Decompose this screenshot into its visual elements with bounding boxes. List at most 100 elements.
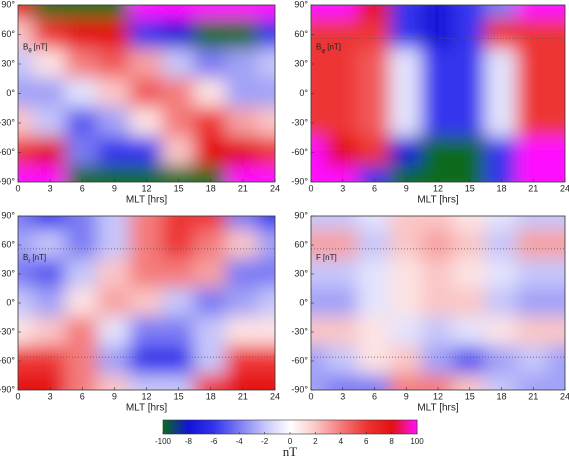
heat-cell: [516, 216, 551, 232]
heat-cell: [225, 229, 260, 261]
heat-cell: [311, 287, 328, 319]
heat-cell: [33, 345, 68, 377]
x-axis-label: MLT [hrs]: [417, 195, 459, 206]
heat-cell: [33, 5, 68, 21]
heat-cell: [257, 258, 275, 290]
heat-cell: [18, 136, 36, 169]
heat-cell: [357, 18, 392, 51]
heat-cell: [516, 316, 551, 348]
heat-cell: [389, 229, 424, 261]
heat-cell: [97, 107, 132, 139]
heat-cell: [484, 136, 519, 169]
y-tick-label: -90°: [0, 176, 15, 186]
x-tick-label: 6: [372, 183, 377, 193]
y-tick-label: -30°: [0, 117, 15, 127]
heatmap-cells: [18, 216, 275, 390]
heat-cell: [357, 107, 392, 139]
heat-cell: [452, 107, 487, 139]
heat-cell: [161, 316, 196, 348]
heat-cell: [548, 77, 565, 110]
heat-cell: [548, 5, 565, 21]
heat-cell: [357, 287, 392, 319]
colorbar-segment: [213, 420, 240, 434]
y-tick-label: -90°: [0, 384, 15, 394]
colorbar-tick-label: -4: [236, 437, 244, 446]
heat-cell: [257, 316, 275, 348]
title-symbol: B: [316, 43, 321, 52]
heat-cell: [193, 229, 228, 261]
heat-cell: [18, 166, 36, 182]
heat-cell: [161, 216, 196, 232]
heat-cell: [65, 258, 100, 290]
x-tick-label: 0: [15, 391, 20, 401]
heat-cell: [129, 229, 164, 261]
heat-cell: [484, 5, 519, 21]
heat-cell: [484, 287, 519, 319]
heat-cell: [357, 48, 392, 80]
heat-cell: [193, 345, 228, 377]
heat-cell: [97, 166, 132, 182]
x-axis-label: MLT [hrs]: [417, 403, 459, 414]
heat-cell: [97, 374, 132, 390]
heat-cell: [516, 166, 551, 182]
title-subscript: r: [28, 259, 30, 265]
heat-cell: [225, 316, 260, 348]
title-symbol: B: [23, 253, 28, 262]
heatmap-cells: [18, 5, 275, 182]
heat-cell: [97, 77, 132, 110]
heat-cell: [311, 48, 328, 80]
heat-cell: [516, 136, 551, 169]
heat-cell: [33, 18, 68, 51]
heat-cell: [484, 345, 519, 377]
heat-cell: [484, 316, 519, 348]
heat-cell: [97, 345, 132, 377]
colorbar-tick-label: 100: [410, 437, 424, 446]
heat-cell: [97, 316, 132, 348]
panel-title: F [nT]: [316, 253, 337, 262]
heat-cell: [311, 216, 328, 232]
heat-cell: [257, 136, 275, 169]
heat-cell: [421, 18, 455, 51]
heat-cell: [389, 5, 424, 21]
heat-cell: [452, 229, 487, 261]
colorbar-tick-label: -100: [155, 437, 172, 446]
heat-cell: [548, 229, 565, 261]
heat-cell: [325, 345, 360, 377]
heat-cell: [18, 287, 36, 319]
heat-cell: [18, 18, 36, 51]
x-tick-label: 15: [174, 391, 184, 401]
heat-cell: [484, 18, 519, 51]
heat-cell: [225, 166, 260, 182]
heat-cell: [129, 166, 164, 182]
heat-cell: [516, 18, 551, 51]
heat-cell: [18, 345, 36, 377]
heat-cell: [325, 166, 360, 182]
heat-cell: [548, 258, 565, 290]
heat-cell: [33, 136, 68, 169]
colorbar-segment: [239, 420, 266, 434]
y-tick-label: 0°: [299, 297, 308, 307]
heat-cell: [257, 5, 275, 21]
heat-cell: [18, 77, 36, 110]
heat-cell: [33, 48, 68, 80]
heat-cell: [357, 216, 392, 232]
heat-cell: [484, 77, 519, 110]
heat-cell: [548, 136, 565, 169]
x-tick-label: 21: [528, 183, 538, 193]
x-tick-label: 12: [141, 391, 151, 401]
heat-cell: [389, 287, 424, 319]
colorbar-label: nT: [283, 444, 298, 459]
heat-cell: [225, 216, 260, 232]
heat-cell: [548, 374, 565, 390]
heat-cell: [421, 77, 455, 110]
heat-cell: [311, 316, 328, 348]
x-tick-label: 24: [270, 391, 280, 401]
x-tick-label: 21: [238, 391, 248, 401]
x-tick-label: 0: [308, 391, 313, 401]
heat-cell: [129, 5, 164, 21]
heat-cell: [421, 216, 455, 232]
colorbar-tick-label: -8: [185, 437, 193, 446]
heat-cell: [161, 374, 196, 390]
heat-cell: [33, 258, 68, 290]
heat-cell: [389, 316, 424, 348]
